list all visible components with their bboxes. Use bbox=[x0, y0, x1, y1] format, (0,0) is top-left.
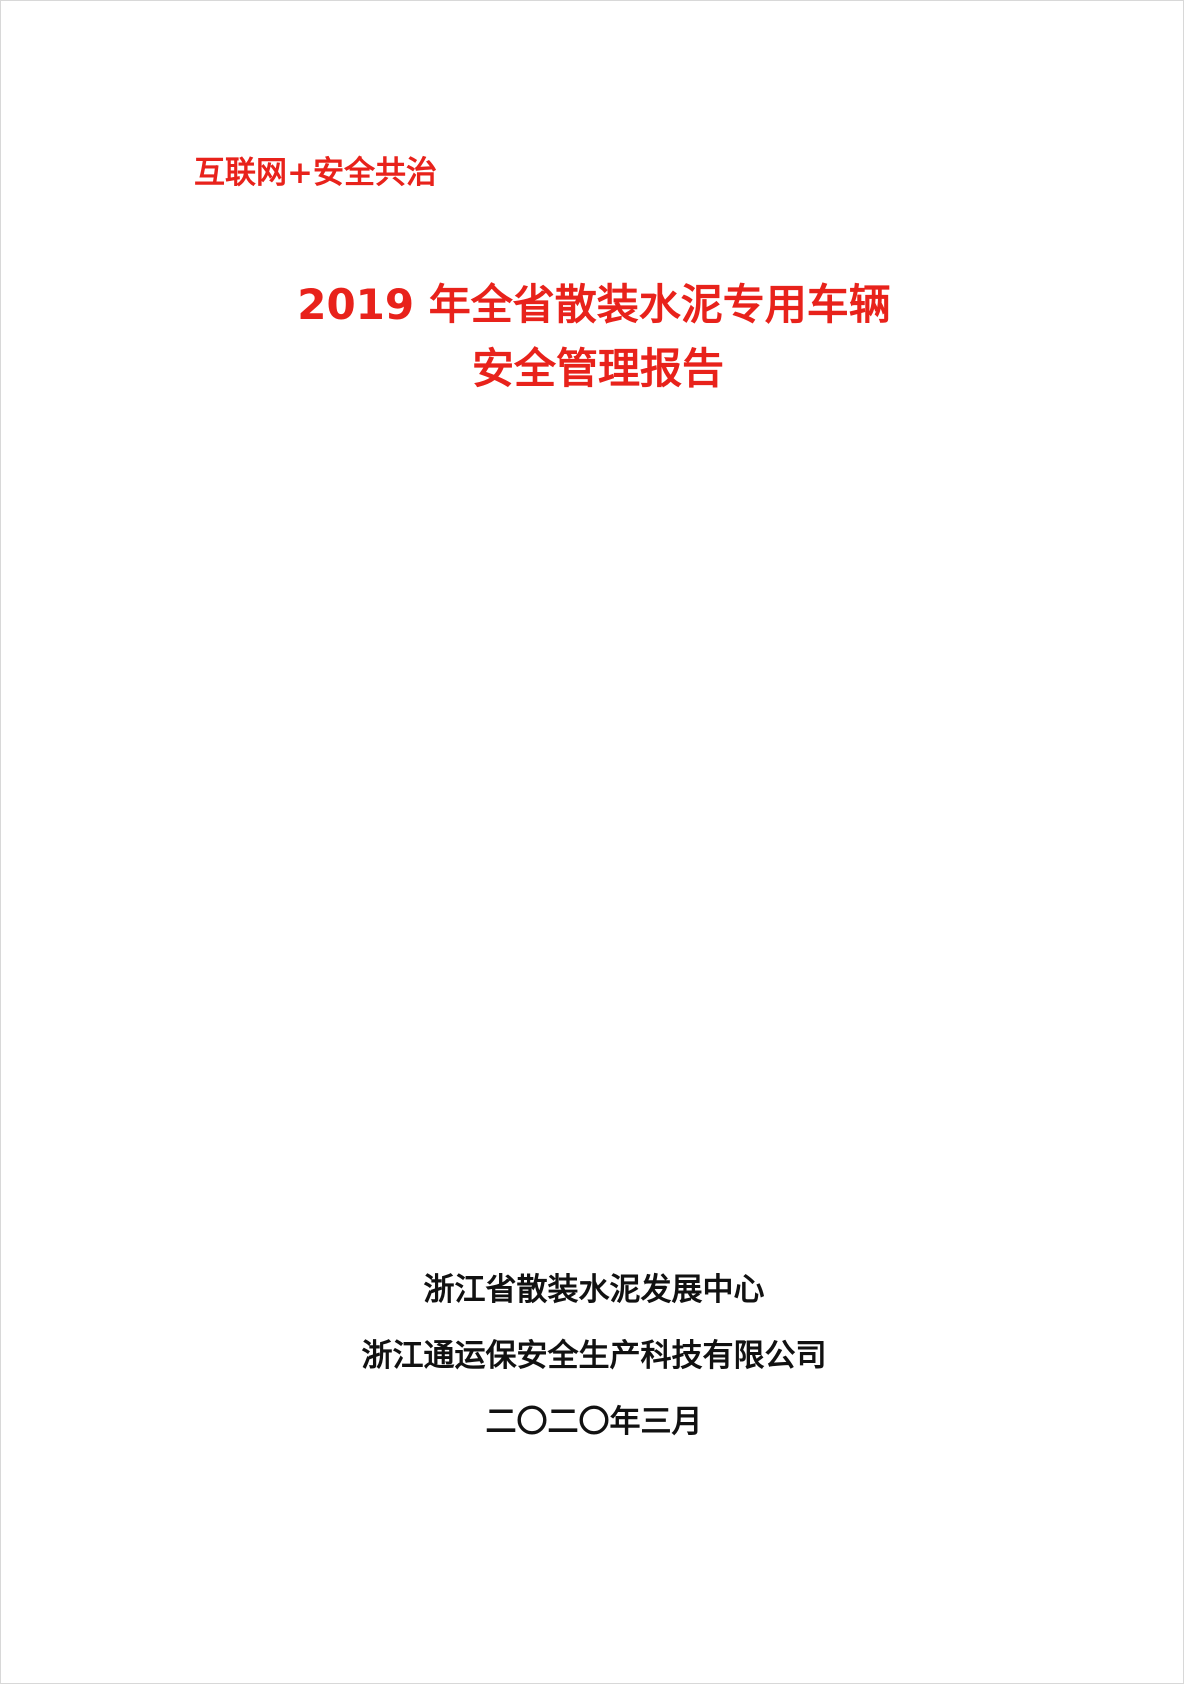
publisher-org-1: 浙江省散装水泥发展中心 bbox=[423, 1272, 765, 1308]
report-title: 2019 年全省散装水泥专用车辆 安全管理报告 bbox=[1, 273, 1186, 401]
publisher-org-2: 浙江通运保安全生产科技有限公司 bbox=[361, 1338, 827, 1374]
report-title-line-1: 2019 年全省散装水泥专用车辆 bbox=[297, 280, 891, 329]
report-title-line-2: 安全管理报告 bbox=[471, 344, 724, 393]
publisher-info: 浙江省散装水泥发展中心 浙江通运保安全生产科技有限公司 二〇二〇年三月 bbox=[1, 1269, 1186, 1443]
cover-tagline: 互联网+安全共治 bbox=[194, 155, 437, 191]
publish-date: 二〇二〇年三月 bbox=[485, 1404, 703, 1440]
